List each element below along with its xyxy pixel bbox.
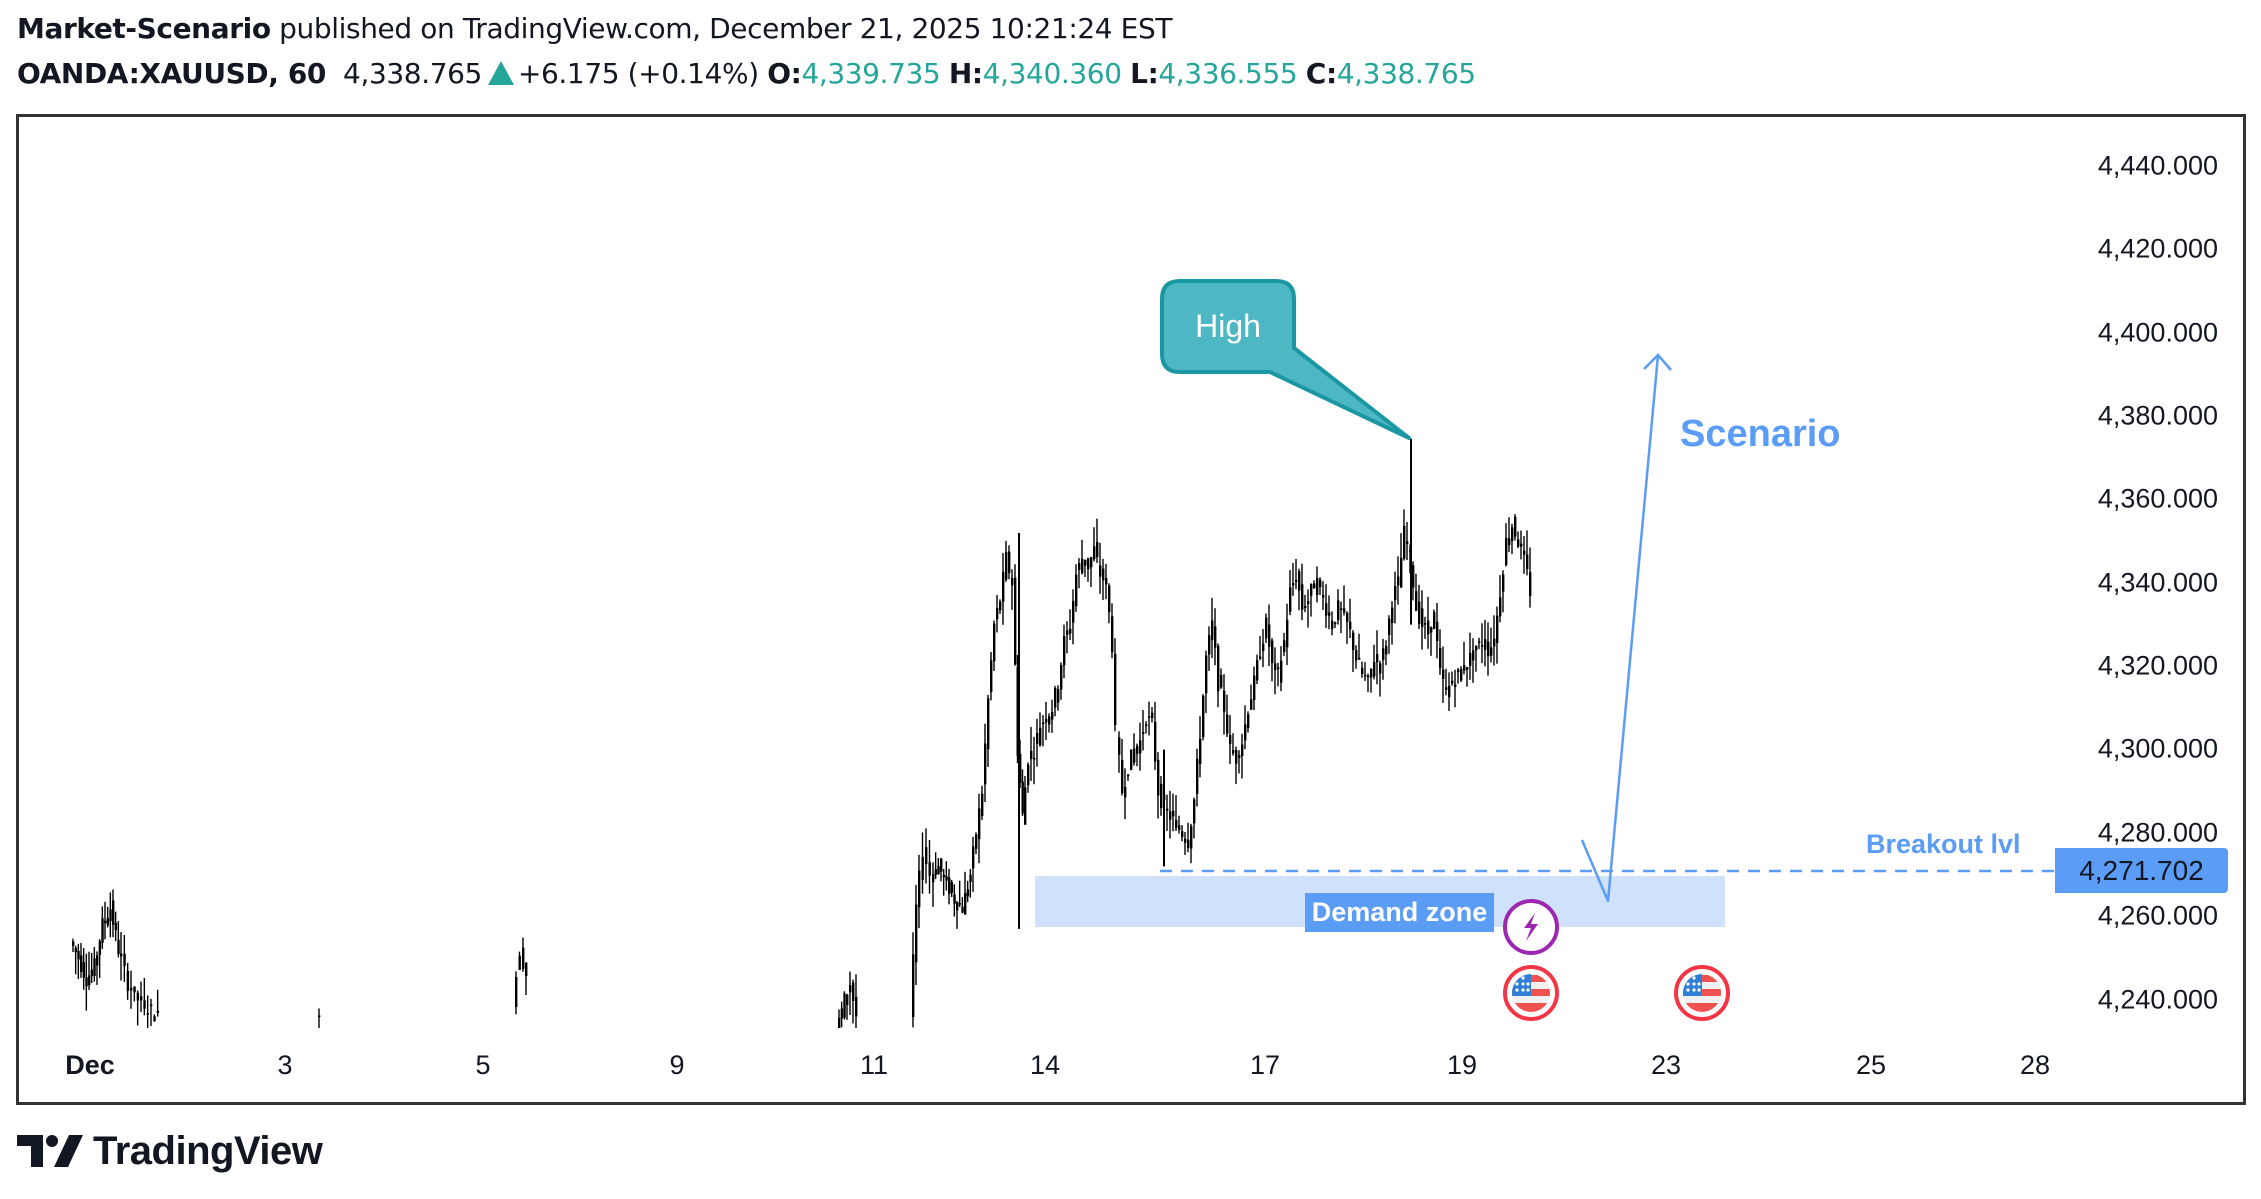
us-event-marker-1[interactable]: [1503, 965, 1559, 1021]
arrow-head-icon: [1643, 353, 1672, 371]
low-label: L:: [1130, 57, 1159, 90]
scenario-arrow[interactable]: [1580, 354, 1660, 903]
lightning-icon: [1524, 913, 1538, 941]
us-flag-icon: [1683, 974, 1721, 1012]
y-tick: 4,260.000: [2097, 900, 2218, 931]
y-tick: 4,320.000: [2097, 650, 2218, 681]
author-name[interactable]: Market-Scenario: [17, 12, 271, 45]
x-tick: 11: [859, 1050, 889, 1080]
x-tick: 3: [277, 1050, 293, 1080]
open-label: O:: [767, 57, 802, 90]
y-tick: 4,280.000: [2097, 817, 2218, 848]
x-tick: 9: [669, 1050, 685, 1080]
candle-series: [72, 438, 1532, 1028]
x-tick: Dec: [65, 1050, 115, 1080]
high-value: 4,340.360: [982, 57, 1122, 90]
y-tick: 4,340.000: [2097, 567, 2218, 598]
high-callout[interactable]: [1160, 279, 1411, 440]
x-tick: 23: [1650, 1050, 1682, 1080]
scenario-label: Scenario: [1680, 413, 1841, 455]
close-label: C:: [1305, 57, 1337, 90]
published-text: published on TradingView.com, December 2…: [270, 12, 1173, 45]
open-value: 4,339.735: [801, 57, 941, 90]
economic-event-marker[interactable]: [1503, 899, 1559, 955]
y-tick: 4,440.000: [2097, 150, 2218, 181]
us-event-marker-2[interactable]: [1674, 965, 1730, 1021]
last-price: 4,338.765: [343, 57, 482, 90]
chart-frame[interactable]: [16, 114, 2246, 1105]
x-tick: 14: [1029, 1050, 1061, 1080]
x-tick: 25: [1855, 1050, 1887, 1080]
y-tick: 4,240.000: [2097, 984, 2218, 1015]
price-change: +6.175 (+0.14%): [517, 57, 759, 90]
symbol-label: OANDA:XAUUSD, 60: [17, 57, 327, 90]
x-tick: 17: [1249, 1050, 1281, 1080]
close-value: 4,338.765: [1336, 57, 1476, 90]
y-tick: 4,420.000: [2097, 233, 2218, 264]
high-label: H:: [948, 57, 983, 90]
y-tick: 4,300.000: [2097, 733, 2218, 764]
up-triangle-icon: [487, 61, 514, 85]
demand-zone-label: Demand zone: [1305, 893, 1494, 932]
symbol-legend: OANDA:XAUUSD, 60 4,338.765 +6.175 (+0.14%…: [17, 57, 1476, 90]
high-callout-label: High: [1195, 308, 1261, 344]
y-tick: 4,380.000: [2097, 400, 2218, 431]
breakout-level-label: Breakout lvl: [1866, 829, 2021, 859]
y-tick: 4,400.000: [2097, 317, 2218, 348]
x-tick: 19: [1446, 1050, 1478, 1080]
us-flag-icon: [1512, 974, 1550, 1012]
publication-line: Market-Scenario published on TradingView…: [17, 12, 1172, 45]
x-tick: 5: [475, 1050, 491, 1080]
breakout-price-label: 4,271.702: [2055, 848, 2228, 893]
tradingview-logo[interactable]: TradingView: [17, 1128, 323, 1173]
x-tick-clipped: 28: [2020, 1050, 2051, 1080]
logo-text: TradingView: [93, 1128, 323, 1173]
low-value: 4,336.555: [1158, 57, 1298, 90]
tradingview-logo-icon: [17, 1135, 83, 1167]
y-tick: 4,360.000: [2097, 483, 2218, 514]
